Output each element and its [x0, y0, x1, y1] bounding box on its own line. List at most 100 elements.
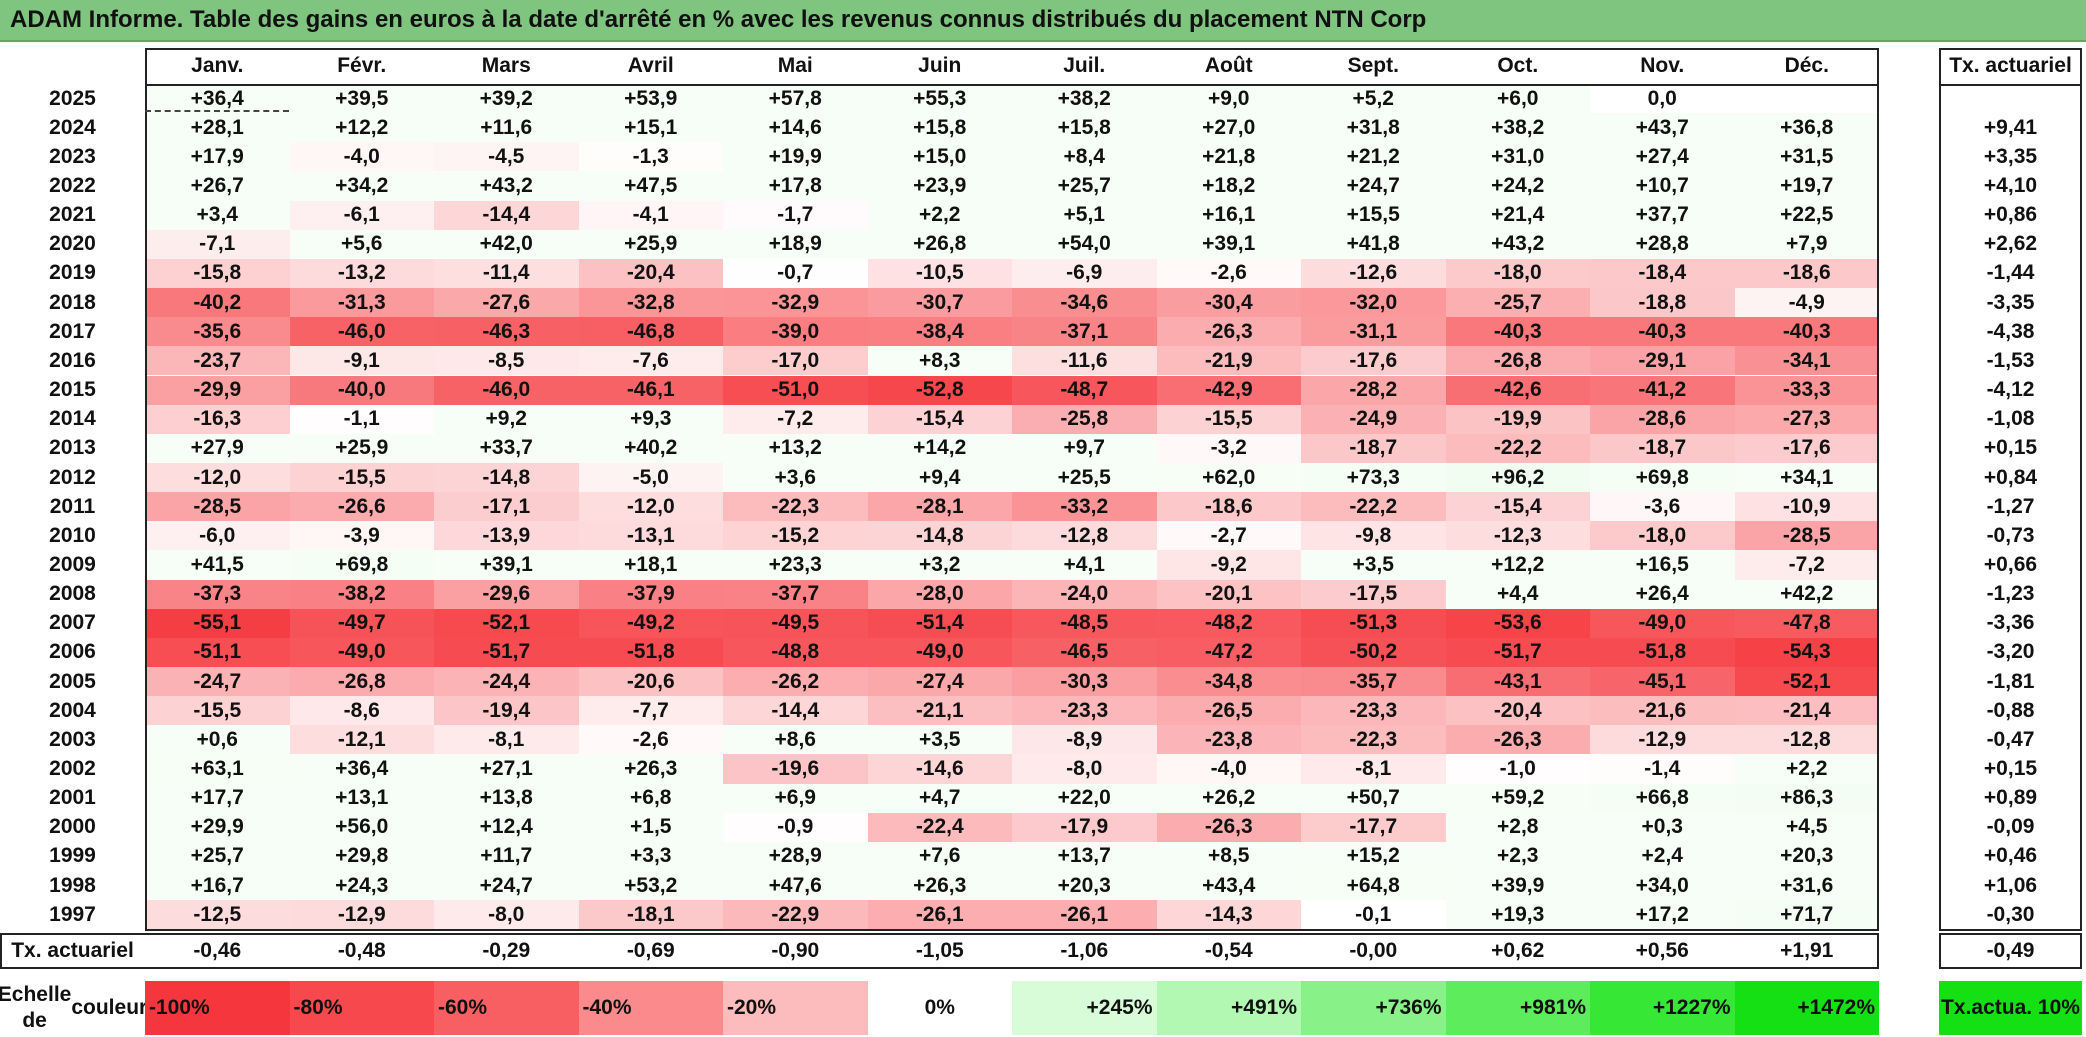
heatmap-cell: -12,0	[145, 462, 290, 493]
heatmap-cell: -17,6	[1301, 346, 1446, 376]
heatmap-cell: -18,7	[1301, 433, 1446, 463]
heatmap-cell: +29,9	[145, 812, 290, 842]
summary-cell: -0,54	[1204, 939, 1253, 963]
heatmap-cell: -32,9	[723, 288, 868, 318]
rate-cell: -1,23	[1986, 582, 2035, 606]
heatmap-cell: +8,3	[867, 346, 1012, 376]
heatmap-cell: +2,4	[1590, 841, 1735, 872]
heatmap-cell: -51,4	[867, 608, 1012, 638]
heatmap-cell: +39,1	[434, 550, 579, 580]
rate-cell: -0,47	[1986, 727, 2035, 751]
year-label: 2003	[49, 727, 96, 751]
heatmap-cell: -18,4	[1590, 258, 1735, 289]
heatmap-cell: -48,5	[1012, 608, 1157, 638]
heatmap-cell: +10,7	[1590, 171, 1735, 201]
heatmap-cell: +18,9	[723, 229, 868, 259]
rate-cell: +0,89	[1983, 786, 2038, 810]
legend-stop: -40%	[578, 981, 723, 1035]
legend-stop: -60%	[434, 981, 579, 1035]
heatmap-cell: -19,9	[1445, 404, 1590, 434]
heatmap-cell: +69,8	[1590, 462, 1735, 493]
heatmap-cell: +24,2	[1445, 171, 1590, 201]
heatmap-cell: +38,2	[1012, 84, 1157, 114]
heatmap-cell: +43,2	[434, 171, 579, 201]
heatmap-cell: -2,6	[578, 725, 723, 755]
heatmap-cell: -3,6	[1590, 492, 1735, 522]
heatmap-cell: +53,2	[578, 871, 723, 901]
heatmap-cell: -6,1	[289, 200, 434, 230]
heatmap-cell: -8,5	[434, 346, 579, 376]
heatmap-cell: +28,8	[1590, 229, 1735, 259]
heatmap-cell: -26,8	[289, 667, 434, 697]
heatmap-cell: +2,2	[867, 200, 1012, 230]
column-header: Juin	[918, 54, 962, 77]
heatmap-cell: +59,2	[1445, 783, 1590, 813]
year-label: 2024	[49, 115, 96, 139]
heatmap-cell: -8,9	[1012, 725, 1157, 755]
column-header: Sept.	[1347, 54, 1399, 77]
heatmap-cell: +3,5	[867, 725, 1012, 755]
rate-cell: +4,10	[1983, 174, 2038, 197]
summary-cell: -1,06	[1060, 939, 1109, 963]
heatmap-cell: +43,4	[1156, 871, 1301, 901]
summary-cell: -0,69	[626, 939, 675, 963]
column-header: Mars	[481, 54, 531, 77]
heatmap-cell: +42,2	[1734, 579, 1879, 609]
column-header: Févr.	[337, 54, 387, 77]
heatmap-cell: -18,7	[1590, 433, 1735, 463]
year-label: 2014	[49, 407, 96, 431]
heatmap-cell: -1,3	[578, 142, 723, 172]
heatmap-cell: +96,2	[1445, 462, 1590, 493]
heatmap-cell: +41,5	[145, 550, 290, 580]
rate-cell: -1,08	[1986, 407, 2035, 431]
heatmap-cell: -49,7	[289, 608, 434, 638]
heatmap-cell: -14,6	[867, 754, 1012, 784]
heatmap-cell: +36,8	[1734, 113, 1879, 143]
heatmap-cell: -15,5	[145, 696, 290, 726]
heatmap-cell: -41,2	[1590, 375, 1735, 405]
heatmap-cell: +23,9	[867, 171, 1012, 201]
heatmap-cell: -49,2	[578, 608, 723, 638]
rate-cell: -0,09	[1986, 815, 2035, 839]
heatmap-cell: +2,2	[1734, 754, 1879, 784]
summary-cell: -1,05	[915, 939, 964, 963]
heatmap-cell: -12,9	[289, 900, 434, 930]
heatmap-cell: +25,9	[578, 229, 723, 259]
heatmap-cell: -0,9	[723, 812, 868, 842]
heatmap-cell: +18,1	[578, 550, 723, 580]
heatmap-cell: -28,2	[1301, 375, 1446, 405]
heatmap-cell: +71,7	[1734, 900, 1879, 930]
heatmap-cell: -51,7	[434, 637, 579, 667]
heatmap-cell: -2,7	[1156, 521, 1301, 551]
heatmap-cell: -37,7	[723, 579, 868, 609]
heatmap-cell: +28,9	[723, 841, 868, 872]
rate-cell: -1,27	[1986, 494, 2035, 518]
heatmap-cell: -25,7	[1445, 288, 1590, 318]
heatmap-cell: -11,6	[1012, 346, 1157, 376]
legend-stop: +491%	[1156, 981, 1301, 1035]
heatmap-cell: +27,9	[145, 433, 290, 463]
heatmap-cell: -12,0	[578, 492, 723, 522]
heatmap-cell: +41,8	[1301, 229, 1446, 259]
heatmap-cell: -7,2	[723, 404, 868, 434]
heatmap-cell: -15,5	[1156, 404, 1301, 434]
heatmap-cell: -28,6	[1590, 404, 1735, 434]
heatmap-cell: +11,6	[434, 113, 579, 143]
heatmap-cell: -51,8	[578, 637, 723, 667]
heatmap-cell: -51,7	[1445, 637, 1590, 667]
heatmap-cell: -24,9	[1301, 404, 1446, 434]
heatmap-cell: -42,9	[1156, 375, 1301, 405]
heatmap-cell: -14,3	[1156, 900, 1301, 930]
legend-rate-swatch: Tx. actua. 10%	[1939, 981, 2082, 1035]
heatmap-cell: +17,2	[1590, 900, 1735, 930]
heatmap-cell: +13,1	[289, 783, 434, 813]
rate-cell: +0,46	[1983, 844, 2038, 868]
column-header: Mai	[777, 54, 813, 77]
heatmap-cell: -47,2	[1156, 637, 1301, 667]
heatmap-cell: -45,1	[1590, 667, 1735, 697]
heatmap-cell: +22,0	[1012, 783, 1157, 813]
heatmap-cell: -22,3	[723, 492, 868, 522]
heatmap-cell: -26,6	[289, 492, 434, 522]
heatmap-cell: -27,6	[434, 288, 579, 318]
rate-cell: +0,15	[1983, 436, 2038, 460]
